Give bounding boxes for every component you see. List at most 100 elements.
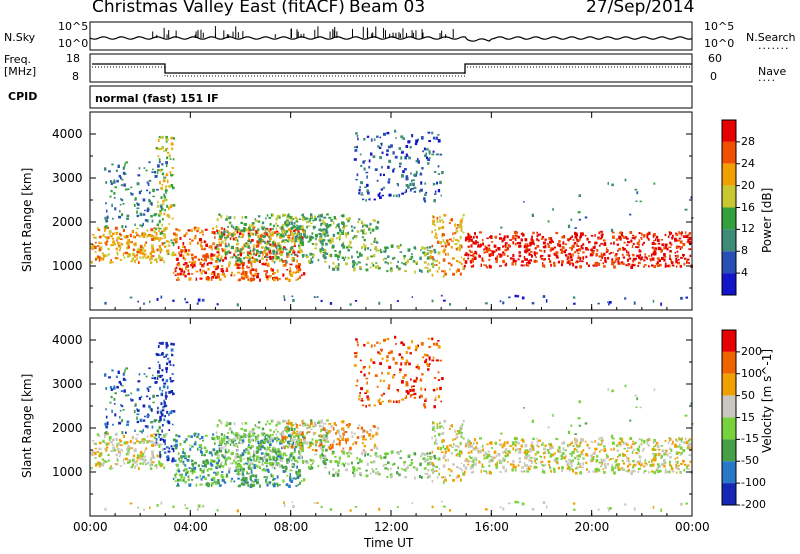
power-cell [499,233,501,236]
velocity-cell [657,445,660,448]
power-cell [680,296,683,300]
power-cell [360,181,363,185]
velocity-cell [96,433,99,436]
velocity-cell [309,424,312,428]
velocity-cell [251,428,255,431]
power-cell [243,251,245,254]
velocity-cell [170,380,174,383]
velocity-cell [171,373,174,375]
power-cell [159,237,162,240]
power-cell [286,252,289,256]
velocity-cell [184,464,187,467]
velocity-cell [205,449,209,453]
power-cell [298,244,302,247]
velocity-cell [631,469,635,473]
velocity-cell [452,478,455,482]
velocity-cell [314,453,318,456]
velocity-cell [213,448,216,452]
velocity-cell [337,464,340,467]
power-cell [542,295,546,298]
velocity-cell [189,444,191,446]
velocity-cell [433,457,437,460]
power-cell [127,188,130,191]
power-cell [324,260,327,263]
power-cell [457,246,460,249]
power-cell [165,185,168,188]
velocity-cell [441,476,445,479]
power-cell [366,256,369,260]
velocity-cell [360,387,363,391]
velocity-cell [403,463,406,466]
velocity-cell [438,472,440,476]
power-cell [503,252,506,256]
power-cell [460,225,463,228]
velocity-cell [242,470,245,473]
power-cell [528,252,531,256]
velocity-cell [594,447,597,451]
velocity-cell [223,434,226,437]
velocity-cell [638,461,641,465]
power-cell [638,243,640,246]
velocity-cell [341,449,343,453]
velocity-cell [91,467,93,470]
power-cell [172,204,176,207]
power-cell [434,229,437,232]
velocity-cell [230,430,233,434]
power-cell [411,179,413,183]
velocity-cell [301,423,305,427]
power-cell [298,244,300,247]
power-cell [514,234,518,237]
power-cell [373,239,377,242]
power-cell [338,236,341,239]
power-cell [548,237,551,240]
power-cell [292,271,296,274]
power-cell [385,153,389,156]
power-cell [451,218,453,222]
power-cell [335,218,338,220]
power-cell [452,257,455,260]
velocity-cell [541,442,545,445]
velocity-cell [151,425,154,429]
power-cell [291,226,294,229]
power-cell [574,227,577,229]
power-cell [663,258,666,262]
velocity-cell [137,409,140,412]
power-cell [413,246,417,250]
power-cell [179,253,183,257]
velocity-cell [166,357,170,360]
power-cell [437,189,441,193]
power-cell [337,267,340,271]
power-cell [239,253,243,257]
velocity-cell [273,437,277,440]
power-cell [505,262,508,267]
power-cell [284,263,287,267]
velocity-cell [506,454,510,457]
velocity-cell [401,356,403,358]
velocity-cell [615,459,618,462]
velocity-cell [156,429,159,432]
velocity-cell [444,447,447,451]
velocity-cell [215,462,219,465]
velocity-cell [386,337,390,341]
power-cell [437,173,441,175]
power-cell [139,251,143,255]
power-cell [276,269,279,273]
velocity-cell [442,455,446,460]
velocity-cell [181,473,183,476]
power-cell [660,239,664,241]
power-cell [553,261,556,265]
power-cell [572,296,576,299]
power-cell [136,251,140,254]
velocity-cell [182,463,185,466]
power-cell [634,188,638,191]
velocity-cell [641,449,644,452]
power-cell [123,235,127,239]
power-cell [286,277,289,281]
velocity-cell [626,450,629,452]
velocity-cell [277,453,280,456]
power-cell [328,224,331,227]
power-cell [526,261,530,264]
velocity-cell [134,403,137,407]
power-cell [622,236,626,239]
power-cell [96,227,99,230]
